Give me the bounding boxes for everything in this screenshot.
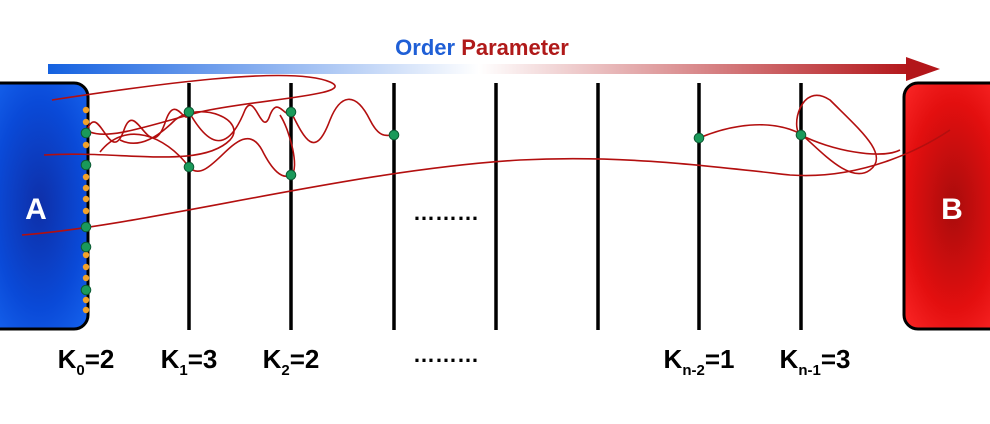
title-word-order: Order	[395, 35, 455, 60]
ellipsis-middle: ………	[413, 200, 479, 225]
interface-lines	[187, 83, 803, 330]
trajectories	[21, 74, 951, 236]
trajectory-end-loop	[698, 94, 901, 175]
ellipsis-labels: ………	[413, 342, 479, 367]
crossing-points	[80, 106, 807, 296]
state-a-label: A	[25, 193, 47, 226]
interface-label-k2: K2=2	[263, 344, 320, 379]
order-parameter-title: Order Parameter	[395, 35, 569, 60]
trajectory-wiggle-1	[85, 98, 395, 144]
order-parameter-arrow	[48, 57, 940, 81]
interface-label-kn1: Kn-1=3	[780, 344, 851, 379]
state-b-label: B	[941, 193, 963, 226]
trajectory-wiggle-3	[99, 114, 296, 177]
interface-label-kn2: Kn-2=1	[664, 344, 735, 379]
interface-label-k1: K1=3	[161, 344, 218, 379]
trajectory-top-loop	[51, 74, 336, 136]
interface-label-k0: K0=2	[58, 344, 115, 379]
trajectory-long	[21, 129, 951, 236]
starting-points	[82, 106, 90, 314]
state-b: B	[902, 81, 990, 331]
state-a: A	[0, 81, 90, 331]
trajectory-wiggle-2	[43, 110, 235, 158]
interface-labels: K0=2 K1=3 K2=2 ……… Kn-2=1 Kn-1=3	[58, 342, 851, 379]
title-word-parameter: Parameter	[461, 35, 569, 60]
